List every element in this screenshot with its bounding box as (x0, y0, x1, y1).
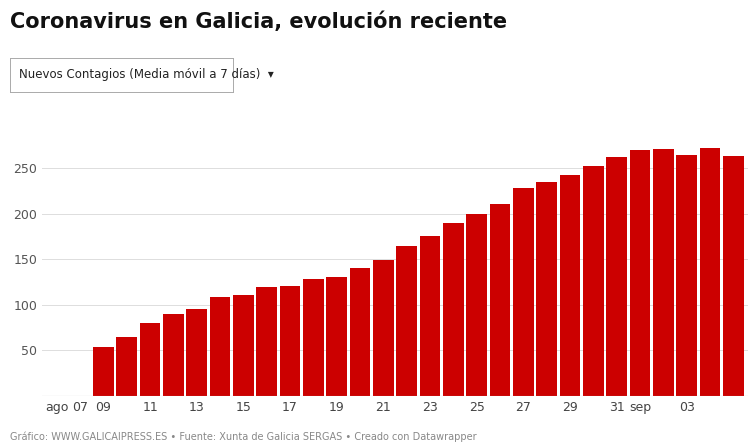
Bar (140, 323, 160, 396)
Bar (93, 346, 113, 396)
Text: Coronavirus en Galicia, evolución reciente: Coronavirus en Galicia, evolución recien… (10, 11, 507, 32)
Text: Gráfico: WWW.GALICAIPRESS.ES • Fuente: Xunta de Galicia SERGAS • Creado con Data: Gráfico: WWW.GALICAIPRESS.ES • Fuente: X… (10, 431, 476, 442)
Bar (677, 155, 697, 396)
Bar (209, 297, 231, 396)
Bar (256, 287, 277, 396)
Bar (653, 149, 674, 396)
Bar (327, 278, 347, 396)
Bar (396, 246, 417, 396)
Bar (443, 223, 463, 396)
Text: Nuevos Contagios (Media móvil a 7 días)  ▾: Nuevos Contagios (Media móvil a 7 días) … (19, 68, 274, 81)
Bar (420, 236, 440, 396)
Bar (373, 260, 394, 396)
Bar (723, 156, 744, 396)
Bar (116, 337, 137, 396)
Bar (490, 204, 510, 396)
Bar (583, 166, 603, 396)
Bar (536, 182, 557, 396)
Bar (303, 279, 324, 396)
Bar (630, 150, 650, 396)
Bar (606, 156, 627, 396)
Bar (466, 214, 487, 396)
Bar (233, 295, 254, 396)
Bar (163, 314, 184, 396)
Bar (187, 309, 207, 396)
Bar (559, 175, 581, 396)
Bar (280, 286, 300, 396)
Bar (350, 268, 370, 396)
Bar (513, 188, 534, 396)
Bar (700, 148, 720, 396)
